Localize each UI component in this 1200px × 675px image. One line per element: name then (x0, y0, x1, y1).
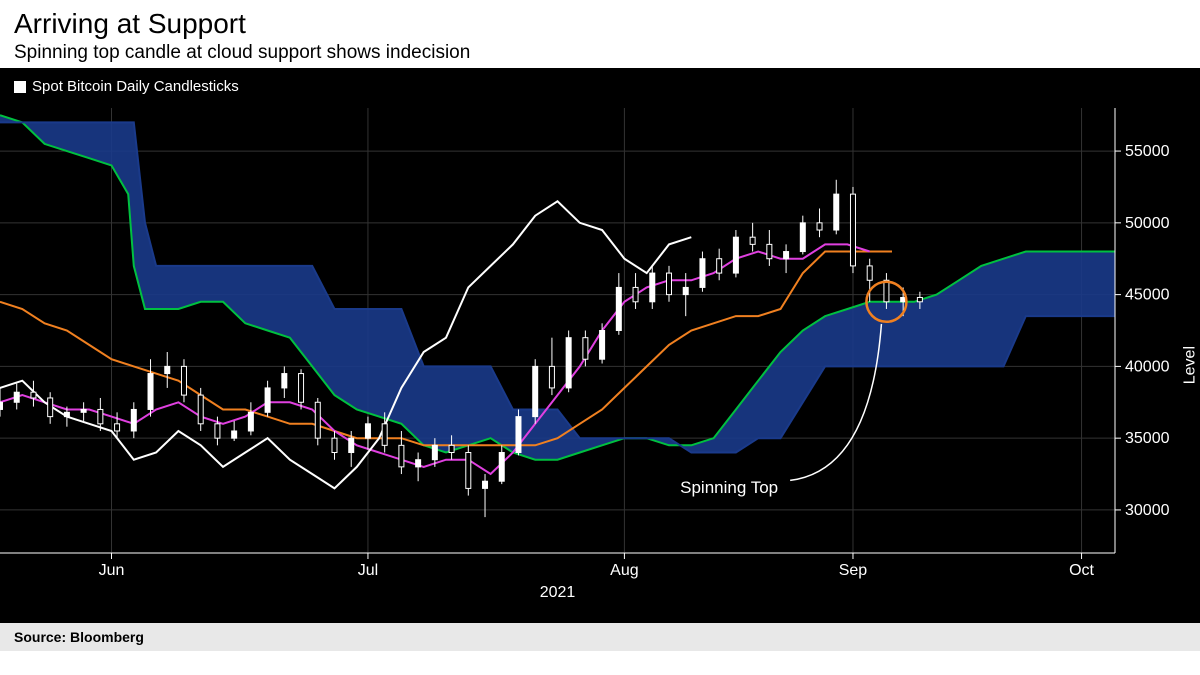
svg-text:Oct: Oct (1069, 562, 1094, 579)
svg-text:2021: 2021 (540, 584, 576, 601)
svg-text:50000: 50000 (1125, 215, 1170, 232)
svg-text:30000: 30000 (1125, 502, 1170, 519)
footer: Source: Bloomberg (0, 623, 1200, 651)
y-axis-label: Level (1181, 346, 1199, 384)
chart-area: Spot Bitcoin Daily Candlesticks 30000350… (0, 68, 1200, 623)
source-text: Source: Bloomberg (14, 629, 1186, 645)
svg-text:45000: 45000 (1125, 287, 1170, 304)
header: Arriving at Support Spinning top candle … (0, 0, 1200, 68)
svg-text:Jul: Jul (358, 562, 378, 579)
svg-text:55000: 55000 (1125, 143, 1170, 160)
svg-text:Aug: Aug (610, 562, 638, 579)
chart-subtitle: Spinning top candle at cloud support sho… (14, 42, 1186, 64)
chart-svg: 300003500040000450005000055000JunJulAugS… (0, 68, 1200, 623)
chart-title: Arriving at Support (14, 8, 1186, 40)
svg-text:40000: 40000 (1125, 358, 1170, 375)
spinning-top-annotation: Spinning Top (680, 478, 778, 498)
svg-text:35000: 35000 (1125, 430, 1170, 447)
svg-text:Jun: Jun (99, 562, 125, 579)
svg-text:Sep: Sep (839, 562, 868, 579)
